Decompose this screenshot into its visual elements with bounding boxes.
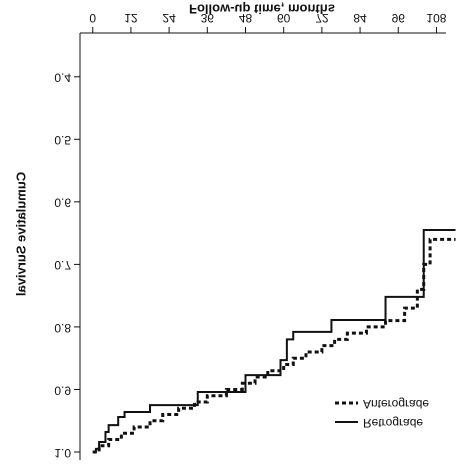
survival-line — [92, 237, 456, 454]
survival-line — [92, 228, 456, 453]
x-tick-label: 24 — [162, 11, 176, 25]
x-tick-label: 84 — [353, 11, 367, 25]
x-tick-label: 36 — [201, 11, 215, 25]
y-tick-label: 0.6 — [54, 196, 71, 210]
x-tick-label: 72 — [315, 11, 329, 25]
y-tick-label: 0.8 — [54, 321, 71, 335]
legend-label: Retrograde — [363, 416, 423, 430]
x-axis-title: Follow-up time, months — [189, 2, 335, 17]
y-tick-label: 1.0 — [54, 446, 71, 460]
y-tick-label: 0.7 — [54, 258, 71, 272]
y-tick-label: 0.9 — [54, 383, 71, 397]
x-tick-label: 96 — [392, 11, 406, 25]
x-tick-label: 60 — [277, 11, 291, 25]
x-tick-label: 0 — [89, 11, 96, 25]
x-tick-label: 108 — [426, 11, 446, 25]
legend-label: Anterograde — [363, 397, 429, 411]
y-tick-label: 0.5 — [54, 133, 71, 147]
y-tick-label: 0.4 — [54, 71, 71, 85]
x-tick-label: 12 — [124, 11, 138, 25]
y-axis-title: Cumulative Survival — [13, 172, 28, 296]
x-tick-label: 48 — [239, 11, 253, 25]
